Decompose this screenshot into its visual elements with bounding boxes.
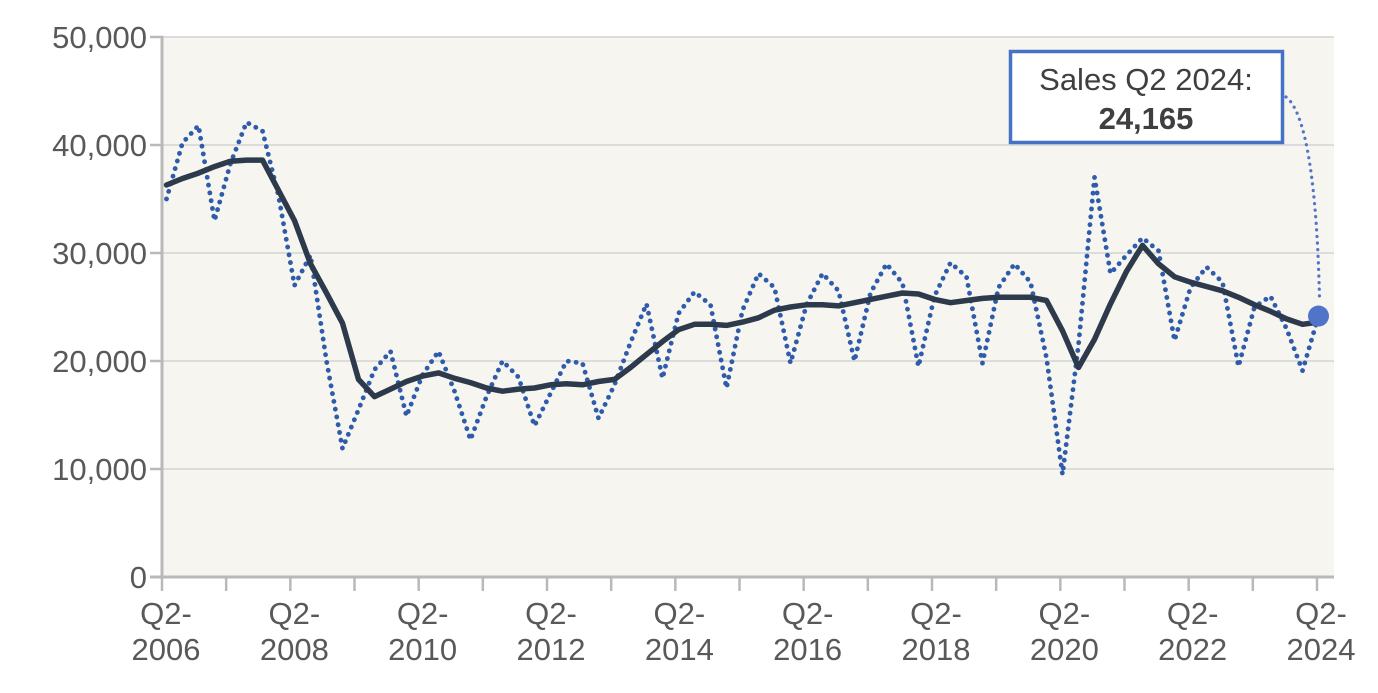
y-axis-label: 0 (130, 560, 147, 595)
x-axis-label: 2020 (1030, 632, 1099, 667)
x-axis-label: Q2- (268, 596, 320, 631)
annotation-label: Sales Q2 2024: (1039, 62, 1253, 97)
x-axis-label: Q2- (1038, 596, 1090, 631)
annotation-value: 24,165 (1099, 101, 1194, 136)
x-axis-label: Q2- (782, 596, 834, 631)
axes (150, 35, 1334, 591)
sales-trend-line (163, 157, 1322, 400)
x-axis-label: 2012 (517, 632, 586, 667)
y-axis-label: 40,000 (52, 128, 147, 163)
series-group (163, 119, 1329, 477)
x-axis-label: 2010 (388, 632, 457, 667)
highlight-marker (1308, 305, 1329, 327)
x-axis-label: 2018 (902, 632, 971, 667)
x-axis-label: 2008 (260, 632, 329, 667)
x-axis-label: 2014 (645, 632, 714, 667)
annotation-box (1008, 49, 1285, 145)
x-axis-label: 2006 (132, 632, 201, 667)
x-axis-label: 2022 (1158, 632, 1227, 667)
axis-labels: 010,00020,00030,00040,00050,000Q2-2006Q2… (52, 20, 1355, 667)
y-axis-label: 50,000 (52, 20, 147, 55)
y-axis-label: 30,000 (52, 236, 147, 271)
x-axis-label: Q2- (1295, 596, 1347, 631)
x-axis-label: Q2- (653, 596, 705, 631)
x-axis-label: 2016 (773, 632, 842, 667)
y-axis-label: 20,000 (52, 344, 147, 379)
y-axis-label: 10,000 (52, 452, 147, 487)
x-axis-label: Q2- (1167, 596, 1219, 631)
annotation-callout: Sales Q2 2024: 24,165 (1008, 49, 1322, 301)
x-axis-label: Q2- (140, 596, 192, 631)
x-axis-label: Q2- (397, 596, 449, 631)
x-axis-label: 2024 (1287, 632, 1356, 667)
x-axis-label: Q2- (910, 596, 962, 631)
x-axis-label: Q2- (525, 596, 577, 631)
